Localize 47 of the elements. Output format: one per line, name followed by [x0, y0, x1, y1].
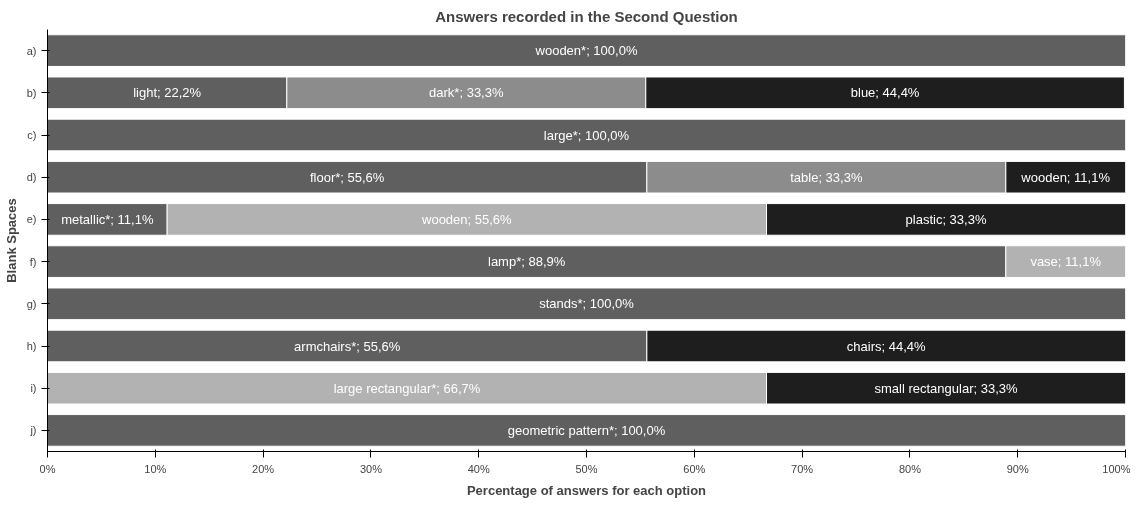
- data-label: wooden*; 100,0%: [534, 43, 638, 59]
- y-tick-label: b): [26, 86, 37, 99]
- data-label: blue; 44,4%: [850, 85, 920, 101]
- data-label: small rectangular; 33,3%: [874, 380, 1018, 396]
- y-tick-label: c): [27, 129, 37, 141]
- x-tick-label: 50%: [575, 462, 598, 475]
- data-label: chairs; 44,4%: [846, 338, 927, 354]
- x-tick-label: 80%: [898, 462, 922, 475]
- data-label: metallic*; 11,1%: [61, 211, 154, 227]
- x-tick-label: 0%: [39, 462, 56, 475]
- x-tick-label: 90%: [1006, 462, 1029, 475]
- x-tick-label: 70%: [791, 462, 814, 475]
- data-label: lamp*; 88,9%: [488, 254, 566, 270]
- chart-title: Answers recorded in the Second Question: [435, 7, 738, 25]
- x-tick-label: 100%: [1102, 462, 1131, 475]
- x-tick-label: 20%: [252, 462, 275, 475]
- y-tick-label: e): [26, 213, 37, 226]
- bar: [47, 287, 1126, 321]
- data-label: geometric pattern*; 100,0%: [507, 422, 666, 438]
- x-tick-label: 10%: [144, 462, 167, 475]
- data-label: vase; 11,1%: [1030, 254, 1102, 270]
- y-tick-label: g): [26, 297, 37, 310]
- x-tick-label: 40%: [467, 462, 490, 475]
- x-axis-title: Percentage of answers for each option: [466, 482, 707, 498]
- data-label: armchairs*; 55,6%: [294, 338, 401, 354]
- y-tick-label: a): [26, 44, 37, 57]
- bar: [47, 118, 1126, 152]
- y-tick-label: i): [30, 382, 37, 395]
- x-tick-label: 30%: [359, 462, 383, 475]
- data-label: large*; 100,0%: [543, 127, 630, 143]
- bar: [47, 414, 1126, 447]
- bar: [47, 34, 1126, 67]
- data-label: light; 22,2%: [133, 85, 202, 101]
- data-label: dark*; 33,3%: [429, 85, 504, 101]
- data-label: floor*; 55,6%: [309, 169, 385, 185]
- data-label: plastic; 33,3%: [905, 211, 987, 227]
- data-label: table; 33,3%: [790, 169, 863, 185]
- y-tick-label: h): [26, 340, 37, 352]
- y-tick-label: j): [29, 424, 37, 437]
- y-tick-label: d): [26, 171, 37, 184]
- y-tick-label: f): [29, 255, 37, 268]
- data-label: wooden; 11,1%: [1020, 169, 1111, 185]
- x-tick-label: 60%: [683, 462, 706, 475]
- data-label: wooden; 55,6%: [421, 211, 513, 227]
- data-label: large rectangular*; 66,7%: [333, 380, 481, 396]
- y-axis-title: Blank Spaces: [3, 198, 19, 283]
- data-label: stands*; 100,0%: [539, 296, 635, 312]
